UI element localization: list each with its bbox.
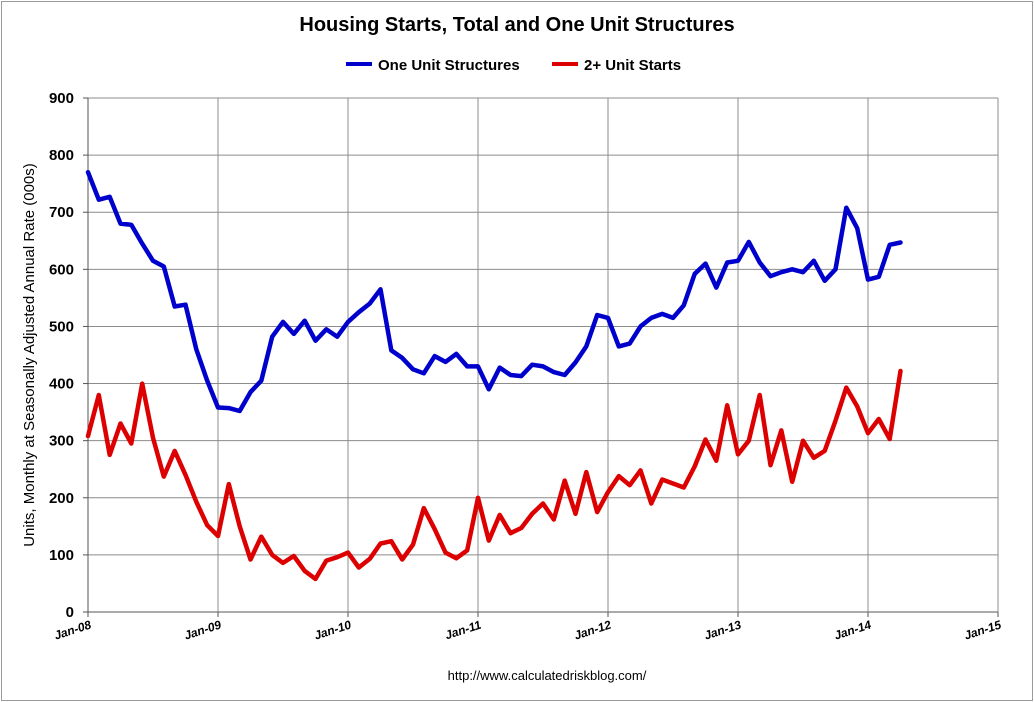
x-tick-label-Jan-15: Jan-15 [962,617,1003,642]
y-tick-label-700: 700 [49,204,74,221]
source-url: http://www.calculatedriskblog.com/ [448,668,647,683]
x-tick-label-Jan-08: Jan-08 [52,617,93,642]
chart-title: Housing Starts, Total and One Unit Struc… [299,14,734,36]
x-tick-label-Jan-10: Jan-10 [312,617,353,642]
legend: One Unit Structures 2+ Unit Starts [346,57,681,74]
y-axis-label: Units, Monthly at Seasonally Adjusted An… [21,163,38,547]
legend-label-one-unit: One Unit Structures [378,57,520,74]
y-tick-label-100: 100 [49,547,74,564]
series-line-one-unit-structures [85,169,903,414]
y-tick-label-400: 400 [49,376,74,393]
plot-area: 0 100 200 300 400 500 600 700 800 900 Jan-08 Jan-09… [49,90,1003,643]
y-tick-label-500: 500 [49,318,74,335]
legend-label-multi-unit: 2+ Unit Starts [584,57,681,74]
x-tick-label-Jan-13: Jan-13 [702,617,743,642]
x-tick-label-Jan-12: Jan-12 [572,617,613,642]
x-tick-label-Jan-09: Jan-09 [182,617,223,642]
series-line-2-unit-starts [85,368,903,582]
x-tick-label-Jan-14: Jan-14 [832,617,873,642]
y-tick-label-900: 900 [49,90,74,107]
y-tick-label-800: 800 [49,147,74,164]
y-tick-label-0: 0 [66,604,74,621]
y-tick-label-300: 300 [49,433,74,450]
x-tick-label-Jan-11: Jan-11 [443,617,483,642]
y-tick-label-200: 200 [49,490,74,507]
y-tick-label-600: 600 [49,261,74,278]
